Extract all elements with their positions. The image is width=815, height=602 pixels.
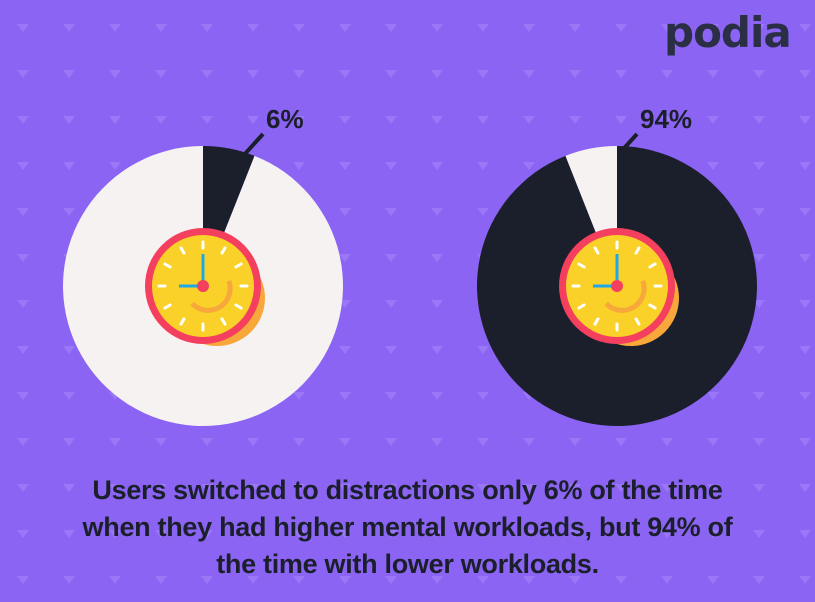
pie-chart-2: 94%: [477, 104, 758, 426]
slice-label: 6%: [266, 104, 304, 134]
podia-logo: podia: [664, 8, 792, 57]
slice-label: 94%: [640, 104, 692, 134]
leader-line: [241, 132, 265, 158]
pie-chart-1: 6%: [62, 104, 343, 426]
caption-text: Users switched to distractions only 6% o…: [82, 475, 733, 579]
leader-line: [615, 132, 639, 158]
